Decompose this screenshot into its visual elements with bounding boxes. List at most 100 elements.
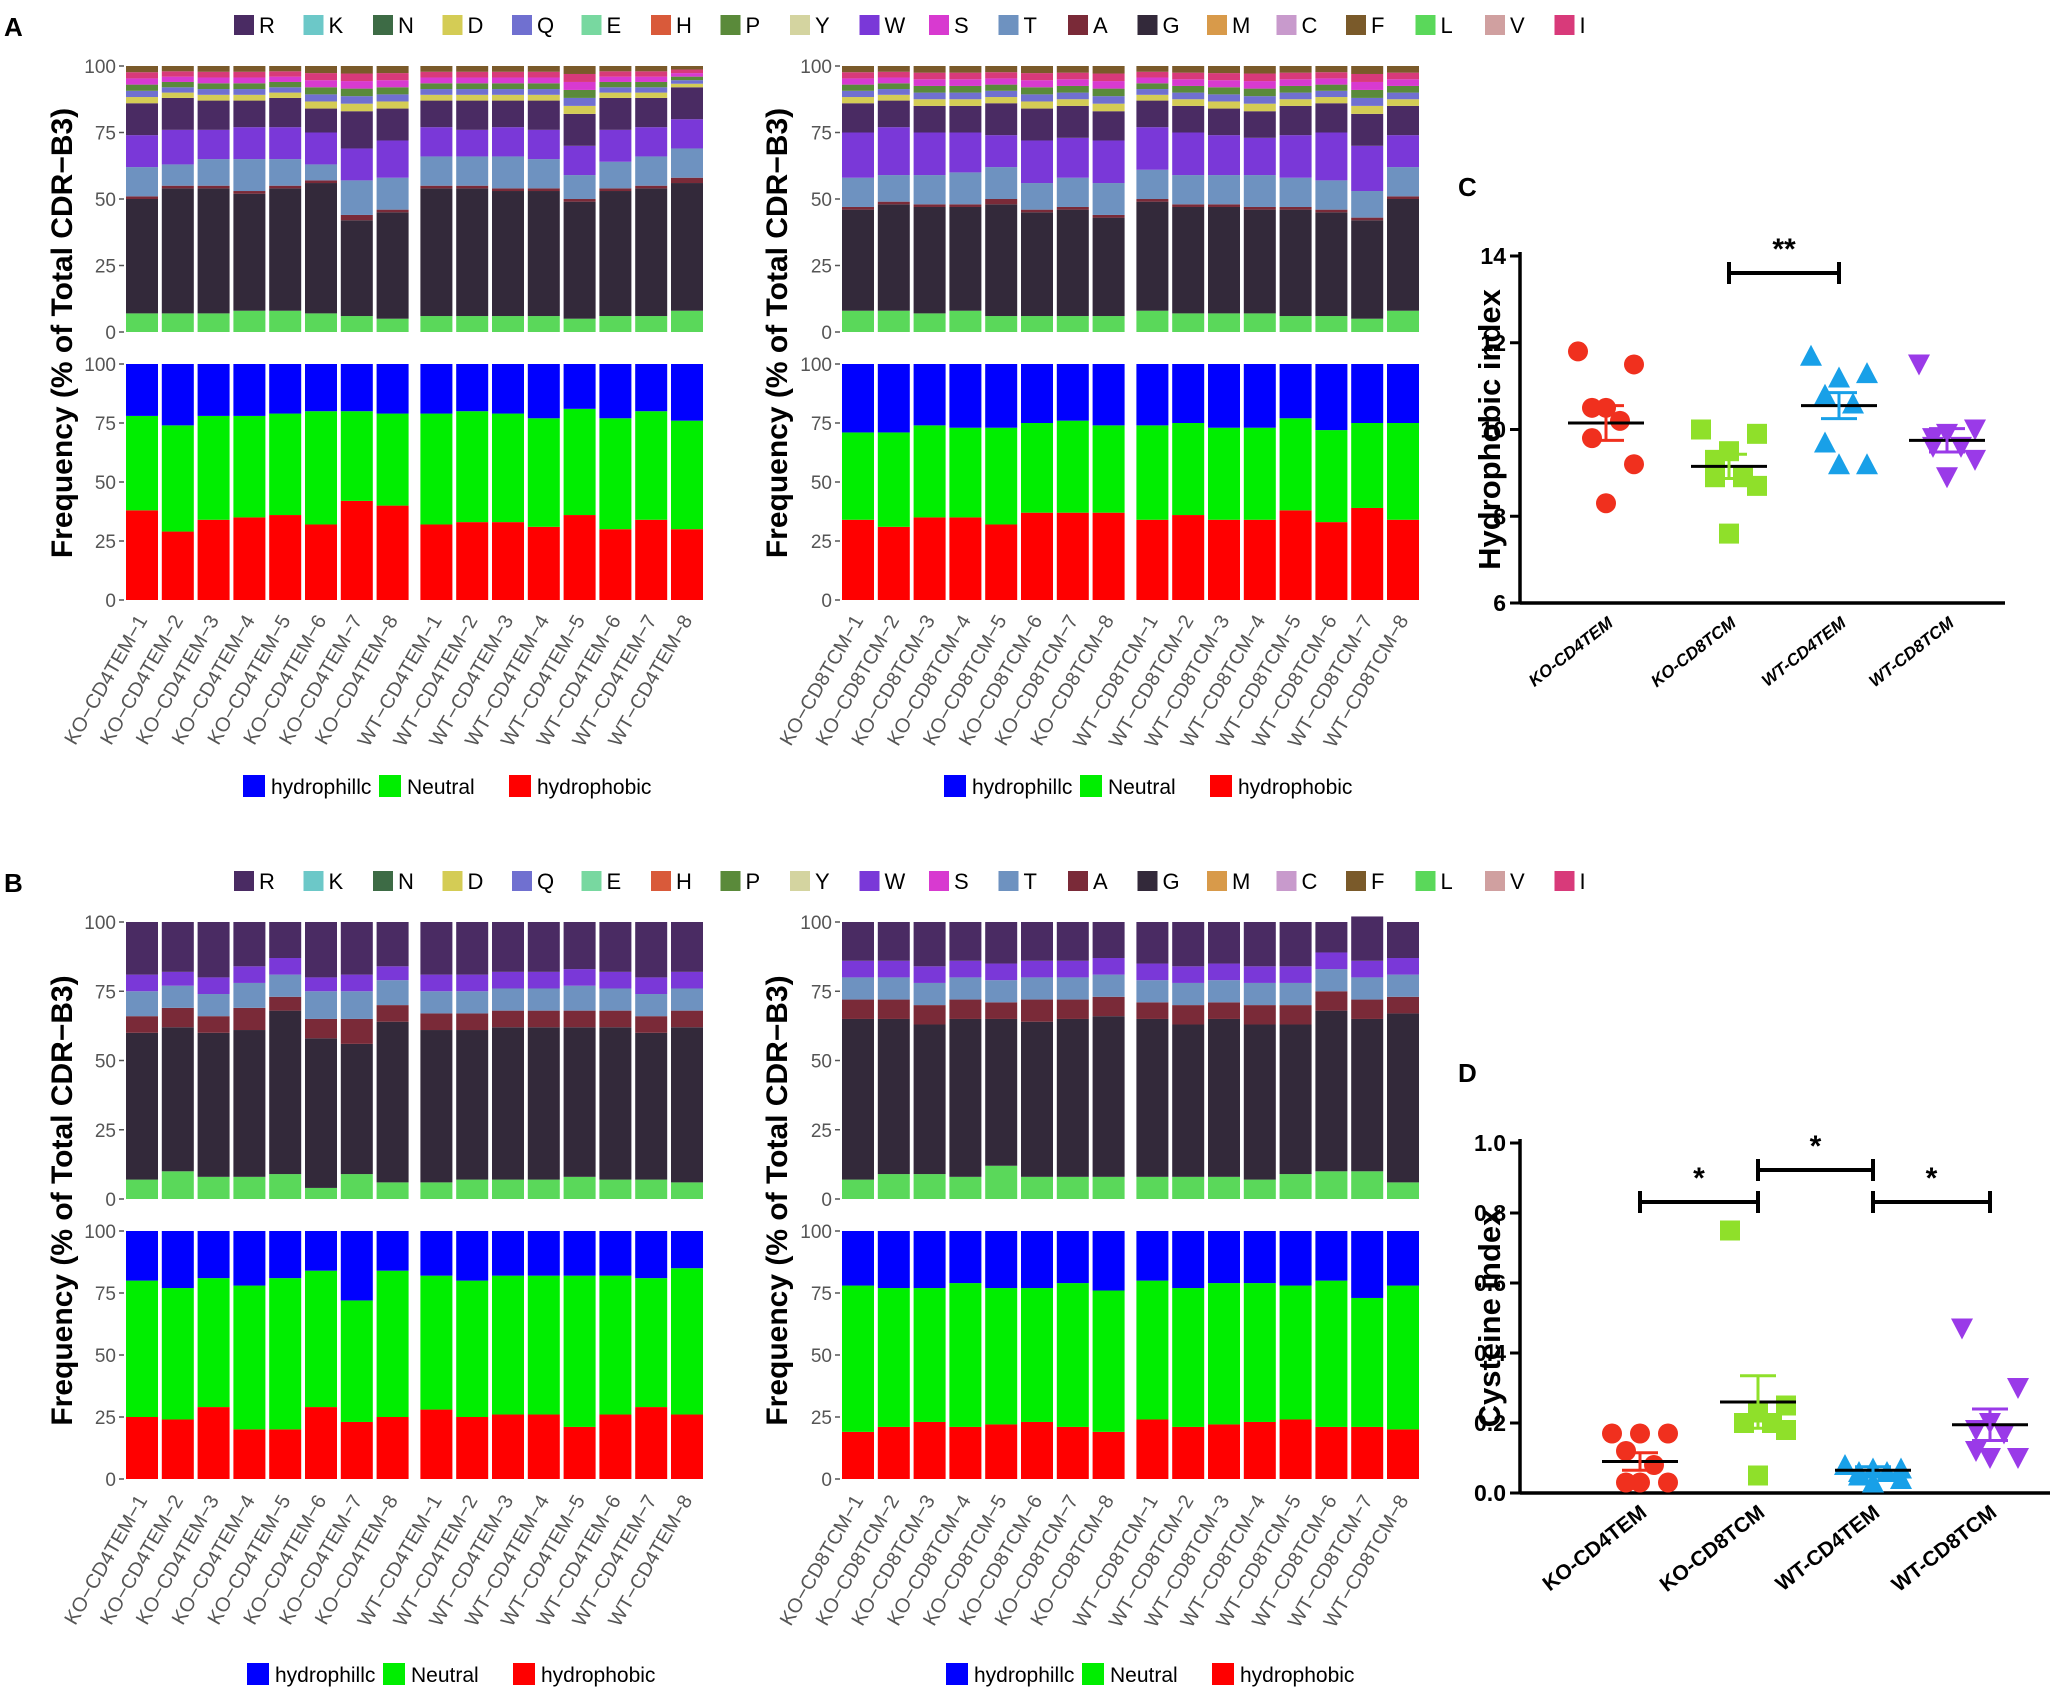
bar-a-right-residue-R-6 [1021,108,1053,141]
bar-a-right-residue-W-4 [949,132,982,173]
sig-label-d-1: * [1693,1162,1705,1195]
bar-a-right-neutral-11 [1208,427,1240,520]
legend-b-label-Q: Q [537,869,554,894]
hydro-legend-b-left-label-1: Neutral [411,1664,479,1687]
point-d-KO-CD8TCM-8 [1748,1465,1768,1486]
bar-a-right-residue-S-10 [1172,79,1205,86]
bar-b-right-neutral-2 [877,1288,910,1427]
point-c-KO-CD4TEM-8 [1596,493,1616,514]
hydro-legend-a-left-label-1: Neutral [407,776,475,799]
bar-a-left-residue-A-12 [527,188,560,192]
bar-a-left-neutral-5 [269,413,302,516]
bar-a-right-residue-R-9 [1136,100,1169,128]
bar-b-left-residue-T-8 [376,980,409,1006]
legend-a-swatch-K [303,15,324,35]
legend-b-label-P: P [746,869,761,894]
bar-a-right-residue-P-5 [985,84,1018,91]
bar-a-left-residue-P-1 [126,84,158,91]
bar-b-right-residue-G-10 [1172,1024,1205,1177]
bar-a-right-hydrophobic-12 [1243,519,1276,600]
bar-a-right-residue-P-11 [1208,87,1240,95]
bar-a-right-residue-G-5 [985,204,1018,317]
bar-b-right-residue-W-12 [1243,966,1276,983]
hydro-legend-b-left-label-0: hydrophillc [275,1664,375,1687]
bar-b-left-residue-W-6 [305,977,337,992]
ytick-c-8: 8 [1493,503,1506,529]
bar-b-right-residue-A-8 [1092,996,1125,1017]
legend-a-label-L: L [1441,13,1453,38]
bar-a-right-residue-G-2 [877,204,910,311]
bar-a-left-residue-R-6 [305,108,337,133]
bar-a-right-residue-Q-15 [1351,97,1384,106]
bar-a-right-residue-W-3 [913,132,946,176]
bar-a-right-residue-T-7 [1056,177,1089,207]
bar-b-right-residue-A-2 [877,999,910,1019]
bar-b-right-residue-R-8 [1092,922,1125,959]
bar-a-right-residue-R-16 [1387,105,1419,136]
bar-a-left-residue-S-8 [376,80,409,88]
bar-b-right-residue-W-8 [1092,958,1125,975]
bar-b-right-residue-R-4 [949,922,982,961]
bar-a-left-residue-S-12 [527,77,560,84]
bar-b-right-residue-L-1 [842,1179,874,1199]
legend-b-swatch-P [720,871,741,891]
bar-b-left-residue-L-9 [420,1182,453,1199]
bar-b-right-residue-L-2 [877,1174,910,1199]
bar-a-right-residue-S-3 [913,79,946,86]
bar-a-left-residue-R-3 [197,100,230,130]
bar-b-right-residue-T-12 [1243,982,1276,1006]
bar-a-left-residue-T-11 [492,156,524,189]
bar-a-left-neutral-10 [456,411,489,523]
legend-a-label-M: M [1232,13,1250,38]
bar-a-left-residue-I-16 [671,69,703,74]
bar-b-left-residue-A-8 [376,1005,409,1022]
bar-a-left-residue-D-6 [305,101,337,109]
ytick-a-left-bottom-100: 100 [84,355,116,376]
bar-a-left-residue-R-2 [161,97,194,130]
bar-b-left-residue-G-5 [269,1010,302,1175]
bar-b-right-neutral-14 [1315,1280,1348,1427]
bar-a-left-residue-L-7 [340,316,373,332]
bar-a-left-residue-S-5 [269,76,302,82]
bar-a-left-residue-S-13 [563,81,596,90]
bar-a-right-residue-I-16 [1387,72,1419,80]
bar-b-left-residue-W-12 [527,971,560,989]
bar-a-left-residue-W-15 [635,127,668,157]
bar-a-left-residue-A-10 [456,185,489,189]
legend-b-label-Y: Y [815,869,830,894]
ylabel-a-right: Frequency (% of Total CDR−B3) [761,108,794,558]
bar-b-right-residue-W-14 [1315,952,1348,970]
bar-b-left-residue-T-5 [269,974,302,997]
bar-b-right-residue-R-10 [1172,922,1205,967]
bar-a-right-hydrophilic-9 [1136,364,1169,426]
bar-a-right-residue-I-15 [1351,73,1384,82]
point-c-WT-CD4TEM-6 [1814,431,1836,453]
bar-a-left-residue-S-1 [126,78,158,85]
bar-a-left-hydrophobic-8 [376,505,409,600]
bar-a-right-residue-P-13 [1279,85,1312,93]
bar-a-left-residue-I-10 [456,71,489,78]
bar-a-left-residue-A-4 [233,191,266,194]
bar-b-right-residue-R-11 [1208,922,1240,964]
bar-a-right-residue-Q-12 [1243,96,1276,104]
ytick-a-left-top-100: 100 [84,57,116,78]
bar-a-left-hydrophilic-16 [671,364,703,421]
bar-a-right-residue-I-11 [1208,73,1240,81]
bar-b-right-residue-W-10 [1172,966,1205,983]
bar-a-right-residue-T-2 [877,175,910,202]
bar-a-right-residue-G-11 [1208,206,1240,314]
ytick-a-right-bottom-100: 100 [800,355,832,376]
hydro-legend-a-right-swatch-2 [1210,775,1232,797]
bar-a-left-residue-S-11 [492,77,524,84]
bar-a-right-residue-R-4 [949,105,982,133]
hydro-legend-b-right-label-1: Neutral [1110,1664,1178,1687]
bar-a-left-residue-L-5 [269,310,302,332]
bar-b-right-residue-A-10 [1172,1005,1205,1025]
bar-a-right-neutral-12 [1243,427,1276,520]
bar-a-right-residue-S-7 [1056,79,1089,86]
ylabel-d: Cysteine index [1472,1208,1507,1428]
bar-a-left-residue-T-13 [563,175,596,199]
point-d-WT-CD8TCM-4 [1965,1420,1987,1441]
bar-a-right-residue-D-10 [1172,99,1205,106]
bar-b-left-residue-R-14 [599,922,632,972]
